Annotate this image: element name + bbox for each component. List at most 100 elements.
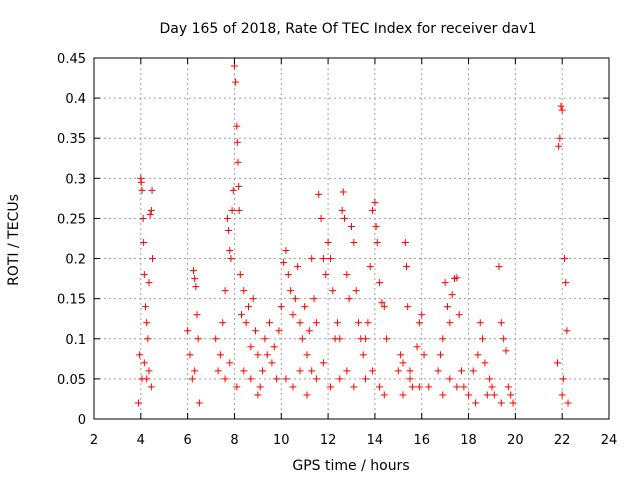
data-point [336,335,344,343]
data-point [372,222,380,230]
data-point [555,142,563,150]
data-point [329,287,337,295]
x-tick-label: 14 [367,433,384,448]
data-point [343,271,351,279]
data-point [338,206,346,214]
x-tick-label: 20 [507,433,524,448]
data-point [228,206,236,214]
data-point [350,239,358,247]
data-point [273,375,281,383]
data-point [225,226,233,234]
data-point [453,383,461,391]
data-point [415,383,423,391]
data-point [326,383,334,391]
data-point [434,367,442,375]
data-point [436,351,444,359]
data-point [378,299,386,307]
data-point [319,255,327,263]
data-point [140,271,148,279]
data-point [289,383,297,391]
data-point [500,335,508,343]
data-point [221,375,229,383]
data-point [340,214,348,222]
data-point [298,335,306,343]
data-point [558,391,566,399]
data-point [439,391,447,399]
data-point [189,267,197,275]
data-point [380,391,388,399]
data-point [282,247,290,255]
data-point [186,351,194,359]
data-point [488,383,496,391]
data-point [554,359,561,367]
data-point [305,327,313,335]
data-point [483,391,491,399]
data-point [561,255,569,263]
y-tick-label: 0.05 [57,373,86,388]
data-point [373,239,381,247]
data-point [234,158,242,166]
data-point [136,351,144,359]
data-point [509,399,517,407]
data-point [397,351,405,359]
data-point [312,375,320,383]
x-tick-label: 24 [601,433,618,448]
data-point [142,303,149,311]
data-point [235,206,243,214]
data-point [376,279,384,287]
data-point [333,319,341,327]
data-point [145,367,153,375]
data-point [259,367,267,375]
data-point [223,214,231,222]
data-point [401,239,409,247]
data-point [214,367,222,375]
data-point [233,383,241,391]
data-points [134,62,572,407]
data-point [240,287,248,295]
data-point [403,263,411,271]
data-point [226,359,234,367]
data-point [282,375,290,383]
data-point [247,343,255,351]
data-point [460,383,468,391]
data-point [355,319,363,327]
x-tick-label: 8 [230,433,238,448]
data-point [303,391,311,399]
data-point [504,383,512,391]
data-point [556,134,564,142]
x-tick-label: 16 [413,433,430,448]
data-point [280,259,288,267]
data-point [394,367,402,375]
data-point [216,351,224,359]
x-tick-label: 10 [273,433,290,448]
data-point [413,343,421,351]
data-point [557,102,565,110]
data-point [134,399,142,407]
grid-lines [94,58,609,419]
data-point [326,255,334,263]
data-point [284,271,292,279]
data-point [348,222,355,230]
data-point [263,351,271,359]
data-point [275,327,283,335]
y-tick-label: 0.15 [57,293,86,308]
data-point [268,359,276,367]
data-point [350,383,358,391]
data-point [404,303,412,311]
data-point [443,303,451,311]
data-point [144,335,152,343]
y-tick-label: 0.25 [57,212,86,227]
data-point [465,391,473,399]
data-point [336,375,344,383]
data-point [406,375,414,383]
data-point [303,351,311,359]
data-point [406,367,414,375]
y-axis-title: ROTI / TECUs [6,194,22,286]
data-point [140,359,148,367]
data-point [227,255,235,263]
y-tick-label: 0.1 [65,333,86,348]
data-point [240,367,248,375]
data-point [399,359,407,367]
data-point [212,335,220,343]
y-tick-label: 0.35 [57,132,86,147]
